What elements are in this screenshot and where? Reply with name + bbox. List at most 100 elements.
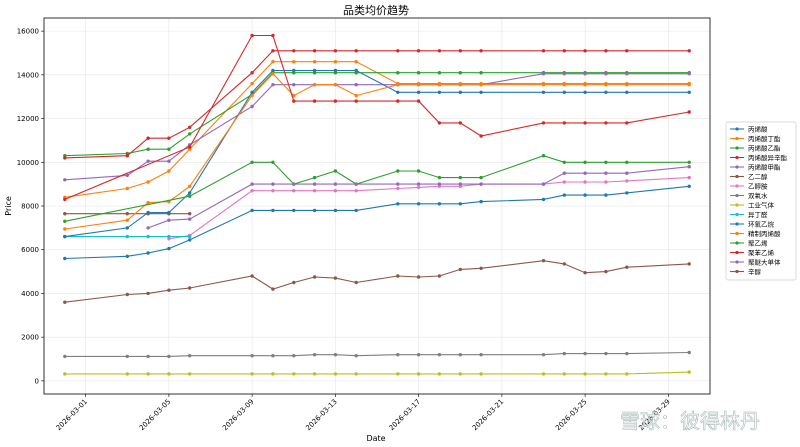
data-point	[63, 197, 67, 202]
data-point	[437, 175, 442, 180]
data-point	[354, 83, 358, 87]
legend-label: 辛醇	[748, 267, 762, 276]
data-point	[146, 354, 150, 359]
legend-label: 双氧水	[748, 191, 768, 200]
data-point	[687, 165, 691, 169]
data-point	[292, 182, 296, 186]
data-point	[167, 169, 171, 173]
data-point	[625, 121, 629, 125]
data-point	[437, 182, 442, 186]
series-11	[63, 68, 691, 239]
data-point	[437, 71, 442, 75]
data-point	[625, 49, 629, 53]
data-point	[396, 83, 400, 87]
data-point	[687, 49, 691, 53]
data-point	[188, 372, 192, 376]
data-point	[312, 182, 317, 186]
data-point	[250, 274, 254, 278]
data-point	[437, 353, 442, 357]
data-point	[562, 372, 566, 376]
data-point	[541, 372, 546, 376]
data-point	[271, 49, 275, 53]
data-point	[458, 71, 462, 75]
x-tick-label: 2026-03-13	[304, 398, 338, 432]
data-point	[125, 226, 129, 230]
series-5	[63, 72, 691, 182]
x-tick-label: 2026-03-01	[55, 398, 89, 432]
series-line	[64, 61, 690, 198]
legend: 丙烯酸丙烯酸丁酯丙烯酸乙酯丙烯酸异辛酯丙烯酸甲酯乙二醇乙醇胺双氧水工业气体异丁醛…	[725, 121, 797, 281]
data-point	[271, 83, 275, 87]
data-point	[687, 262, 691, 266]
data-point	[437, 274, 442, 278]
y-tick-label: 14000	[17, 71, 39, 79]
data-point	[625, 372, 629, 376]
legend-label: 异丁醛	[748, 210, 768, 219]
data-point	[625, 191, 629, 195]
data-point	[63, 156, 67, 160]
data-point	[125, 354, 129, 359]
legend-marker	[735, 250, 739, 255]
y-tick-label: 2000	[21, 334, 39, 342]
data-point	[458, 175, 462, 180]
data-point	[125, 218, 129, 222]
data-point	[312, 372, 317, 376]
data-point	[687, 370, 691, 374]
data-point	[416, 169, 421, 173]
data-point	[604, 171, 608, 175]
y-axis: 0 2000 4000 6000 8000 10000 12000 14000 16000	[17, 28, 44, 385]
legend-label: 精制丙烯酸	[748, 229, 781, 238]
data-point	[583, 90, 587, 95]
data-point	[604, 193, 608, 197]
data-point	[250, 354, 254, 358]
data-point	[604, 72, 608, 76]
data-point	[416, 275, 421, 279]
series-9	[63, 370, 691, 376]
data-point	[188, 354, 192, 358]
y-tick-label: 8000	[21, 203, 39, 211]
data-point	[312, 353, 317, 357]
data-point	[333, 68, 338, 73]
legend-marker	[735, 155, 739, 160]
data-point	[333, 99, 338, 103]
data-point	[271, 72, 275, 76]
data-point	[562, 180, 566, 184]
data-point	[271, 354, 275, 358]
legend-label: 聚乙烯	[748, 238, 768, 247]
x-tick-label: 2026-03-17	[388, 398, 422, 432]
data-point	[146, 372, 150, 376]
data-point	[416, 71, 421, 75]
data-point	[167, 147, 171, 151]
data-point	[146, 147, 150, 151]
data-point	[312, 83, 317, 87]
x-tick-label: 2026-03-05	[138, 398, 172, 432]
legend-label: 工业气体	[748, 200, 775, 209]
data-point	[458, 121, 462, 125]
data-point	[125, 186, 129, 191]
data-point	[125, 234, 129, 239]
legend-marker	[735, 231, 739, 236]
data-point	[396, 186, 400, 191]
legend-marker	[735, 193, 739, 198]
data-point	[458, 49, 462, 53]
data-point	[146, 180, 150, 184]
legend-label: 乙醇胺	[748, 181, 768, 190]
data-point	[292, 354, 296, 358]
data-point	[687, 110, 691, 114]
data-point	[271, 60, 275, 64]
data-point	[541, 182, 546, 186]
data-point	[63, 178, 67, 182]
data-point	[479, 71, 483, 75]
data-point	[396, 182, 400, 186]
series-8	[63, 350, 691, 359]
series-layer	[63, 33, 691, 376]
data-point	[333, 60, 338, 64]
data-point	[625, 179, 629, 183]
legend-label: 丙烯酸丁酯	[748, 134, 781, 143]
data-point	[583, 271, 587, 275]
data-point	[63, 300, 67, 304]
data-point	[479, 266, 483, 270]
data-point	[312, 49, 317, 53]
data-point	[271, 189, 275, 193]
data-point	[188, 286, 192, 290]
